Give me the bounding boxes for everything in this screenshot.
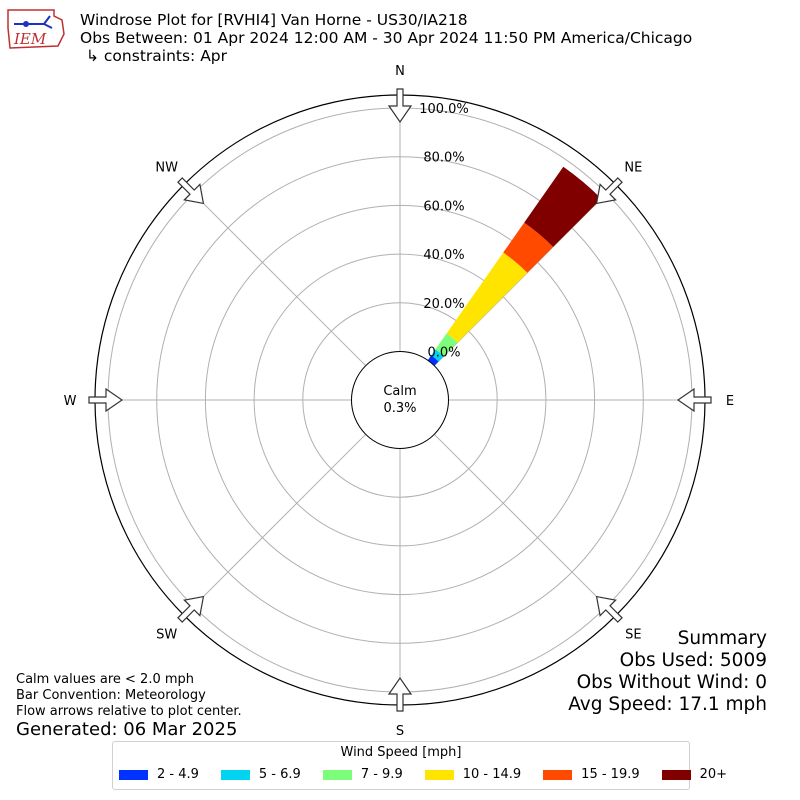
bar-convention-note: Bar Convention: Meteorology — [16, 688, 206, 703]
direction-label-se: SE — [625, 627, 641, 642]
spoke-nw — [183, 183, 367, 367]
bar-segment-5-6-9 — [431, 349, 444, 362]
summary-block: Summary Obs Used: 5009 Obs Without Wind:… — [568, 628, 767, 716]
plot-title-block: Windrose Plot for [RVHI4] Van Horne - US… — [80, 11, 692, 65]
range-ring — [204, 204, 596, 596]
flow-arrow-e — [676, 387, 712, 413]
legend-item: 7 - 9.9 — [322, 767, 403, 782]
flow-arrow-ne — [595, 177, 623, 205]
flow-arrow-nw — [177, 177, 205, 205]
iem-logo-text: IEM — [13, 30, 47, 48]
radial-tick-label: 20.0% — [423, 297, 464, 312]
direction-label-e: E — [726, 394, 734, 409]
summary-title: Summary — [677, 628, 767, 649]
generated-date: Generated: 06 Mar 2025 — [16, 719, 238, 740]
legend-swatch — [119, 769, 148, 780]
direction-label-n: N — [395, 64, 405, 79]
radial-tick-label: 80.0% — [423, 151, 464, 166]
legend-label: 20+ — [699, 767, 728, 782]
obs-between: Obs Between: 01 Apr 2024 12:00 AM - 30 A… — [80, 29, 693, 47]
range-ring — [302, 302, 498, 498]
radial-tick-label: 60.0% — [423, 199, 464, 214]
range-ring — [156, 156, 644, 644]
spoke-sw — [183, 433, 367, 617]
plot-title: Windrose Plot for [RVHI4] Van Horne - US… — [80, 11, 468, 29]
calm-value: 0.3% — [383, 401, 416, 416]
legend-label: 7 - 9.9 — [360, 767, 403, 782]
direction-label-sw: SW — [156, 627, 177, 642]
plot-notes: Calm values are < 2.0 mph Bar Convention… — [16, 672, 242, 720]
bar-segment-7-9-9 — [435, 333, 458, 357]
legend-swatch — [220, 769, 250, 780]
legend-label: 15 - 19.9 — [581, 767, 640, 782]
legend-swatch — [661, 769, 691, 780]
legend-label: 10 - 14.9 — [462, 767, 522, 782]
flow-arrow-sw — [177, 595, 205, 623]
obs-used: Obs Used: 5009 — [619, 650, 767, 671]
spoke-se — [433, 433, 617, 617]
constraints: ↳ constraints: Apr — [86, 47, 228, 65]
flow-arrow-s — [387, 676, 413, 712]
radial-tick-label: 40.0% — [423, 248, 464, 263]
direction-label-ne: NE — [624, 161, 642, 176]
direction-label-s: S — [396, 724, 404, 739]
legend-swatch — [322, 769, 352, 780]
legend-swatch — [543, 769, 573, 780]
legend-item: 20+ — [661, 767, 728, 782]
radial-tick-label: 100.0% — [419, 102, 469, 117]
flow-arrow-w — [88, 387, 124, 413]
direction-label-nw: NW — [155, 161, 178, 176]
bar-segment-2-4-9 — [427, 355, 439, 366]
legend-items: 2 - 4.9 5 - 6.9 7 - 9.9 10 - 14.9 15 - 19.9 2… — [119, 767, 749, 782]
bar-segment-15-19-9 — [503, 222, 554, 273]
avg-speed: Avg Speed: 17.1 mph — [568, 694, 767, 715]
flow-arrow-n — [387, 88, 413, 124]
legend-swatch — [424, 769, 454, 780]
legend-item: 2 - 4.9 — [119, 767, 199, 782]
direction-label-w: W — [64, 394, 77, 409]
legend-label: 5 - 6.9 — [258, 767, 301, 782]
calm-label: Calm — [383, 384, 416, 399]
legend-item: 15 - 19.9 — [543, 767, 640, 782]
bar-segment-10-14-9 — [446, 252, 528, 343]
legend: Wind Speed [mph] 2 - 4.9 5 - 6.9 7 - 9.9 10… — [112, 741, 727, 790]
calm-circle — [351, 351, 449, 449]
legend-title: Wind Speed [mph] — [340, 745, 462, 760]
legend-item: 10 - 14.9 — [424, 767, 522, 782]
legend-item: 5 - 6.9 — [220, 767, 301, 782]
flow-arrows-note: Flow arrows relative to plot center. — [16, 704, 242, 719]
legend-label: 2 - 4.9 — [157, 767, 199, 782]
flow-arrow-se — [595, 595, 623, 623]
bar-segment-20- — [524, 166, 602, 247]
iem-logo: IEM — [7, 9, 65, 49]
calm-note: Calm values are < 2.0 mph — [16, 672, 195, 687]
obs-without-wind: Obs Without Wind: 0 — [576, 672, 767, 693]
range-ring — [253, 253, 547, 547]
radial-tick-label: 0.0% — [427, 346, 460, 361]
